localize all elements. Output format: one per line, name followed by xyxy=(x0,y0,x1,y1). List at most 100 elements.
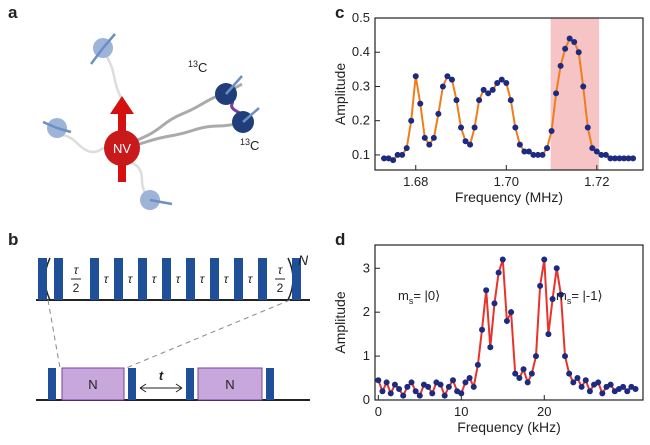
data-point xyxy=(541,256,548,263)
data-point xyxy=(462,379,469,386)
isotope-label: 13C xyxy=(240,137,259,153)
data-point xyxy=(557,291,564,298)
plot-frame xyxy=(374,244,644,401)
gap-label: t xyxy=(159,368,164,383)
x-tick-label: 1.68 xyxy=(403,174,428,189)
y-tick-label: 0.5 xyxy=(352,10,370,25)
data-point xyxy=(566,370,573,377)
data-point xyxy=(400,392,407,399)
y-tick-label: 0.4 xyxy=(352,44,370,59)
y-tick-label: 0.2 xyxy=(352,113,370,128)
data-point xyxy=(549,296,556,303)
data-point xyxy=(426,141,433,148)
tau-half-num: τ xyxy=(278,263,284,277)
data-point xyxy=(458,124,465,131)
data-point xyxy=(562,45,569,52)
repeat-label: N xyxy=(298,252,309,268)
data-point xyxy=(632,386,639,393)
y-tick-label: 0.3 xyxy=(352,78,370,93)
data-point xyxy=(412,73,419,80)
data-point xyxy=(476,97,483,104)
data-point xyxy=(602,151,609,158)
data-point xyxy=(539,151,546,158)
data-point xyxy=(399,151,406,158)
data-point xyxy=(445,383,452,390)
y-tick-label: 3 xyxy=(363,260,370,275)
y-tick-label: 2 xyxy=(363,304,370,319)
data-point xyxy=(520,366,527,373)
panel-label: a xyxy=(8,3,18,22)
tau-label: τ xyxy=(176,272,182,286)
data-point xyxy=(598,151,605,158)
data-point xyxy=(487,344,494,351)
data-point xyxy=(408,379,415,386)
tau-half-num: τ xyxy=(74,263,80,277)
data-point xyxy=(525,148,532,155)
data-point xyxy=(390,157,397,164)
data-point xyxy=(412,388,419,395)
data-point xyxy=(387,390,394,397)
data-point xyxy=(553,265,560,272)
x-tick-label: 1.70 xyxy=(494,174,519,189)
tau-label: τ xyxy=(248,272,254,286)
data-point xyxy=(530,151,537,158)
data-point xyxy=(553,90,560,97)
data-point xyxy=(512,370,519,377)
data-point xyxy=(408,117,415,124)
data-point xyxy=(589,145,596,152)
element: C xyxy=(198,60,207,75)
data-point xyxy=(470,383,477,390)
data-point xyxy=(394,151,401,158)
data-point xyxy=(512,124,519,131)
tau-label: τ xyxy=(200,272,206,286)
data-point xyxy=(462,138,469,145)
data-point xyxy=(416,392,423,399)
data-point xyxy=(537,282,544,289)
data-point xyxy=(503,80,510,87)
tau-labels: τ 2 τ 2 τ τ τ τ τ τ τ xyxy=(71,263,285,295)
data-point xyxy=(448,76,455,83)
x-tick-label: 1.72 xyxy=(584,174,609,189)
data-point xyxy=(435,110,442,117)
nv-label: NV xyxy=(113,141,131,156)
x-tick-label: 0 xyxy=(375,404,382,419)
data-point xyxy=(607,381,614,388)
data-point xyxy=(582,377,589,384)
data-point xyxy=(375,377,382,384)
charts: 1.68 1.70 1.72 0.1 0.2 0.3 0.4 0.5 Frequency (MH… xyxy=(332,10,644,435)
data-point xyxy=(516,141,523,148)
data-point xyxy=(425,383,432,390)
data-point xyxy=(625,155,632,162)
y-tick-label: 0.1 xyxy=(352,147,370,162)
panel-label: b xyxy=(8,230,18,249)
diagram-b xyxy=(36,257,310,401)
annotation: ms= |-1⟩ xyxy=(556,288,603,306)
y-tick-label: 1 xyxy=(363,348,370,363)
plot-frame xyxy=(374,17,644,171)
data-point xyxy=(532,353,539,360)
data-point xyxy=(383,379,390,386)
data-point xyxy=(507,97,514,104)
data-point xyxy=(524,379,531,386)
data-point xyxy=(586,388,593,395)
tau-label: τ xyxy=(224,272,230,286)
data-point xyxy=(483,287,490,294)
data-point xyxy=(516,375,523,382)
annotation-state: = |-1⟩ xyxy=(571,288,602,303)
data-point xyxy=(545,331,552,338)
data-point xyxy=(437,381,444,388)
data-point xyxy=(528,370,535,377)
data-point xyxy=(379,388,386,395)
annotation-state: = |0⟩ xyxy=(413,288,440,303)
data-point xyxy=(503,317,510,324)
annotation: ms= |0⟩ xyxy=(398,288,440,306)
data-point xyxy=(404,383,411,390)
data-point xyxy=(458,390,465,397)
data-point xyxy=(611,155,618,162)
x-tick-label: 10 xyxy=(454,404,468,419)
data-point xyxy=(599,390,606,397)
block-label: N xyxy=(88,377,97,392)
data-point xyxy=(566,35,573,42)
data-point xyxy=(449,377,456,384)
data-point xyxy=(385,155,392,162)
